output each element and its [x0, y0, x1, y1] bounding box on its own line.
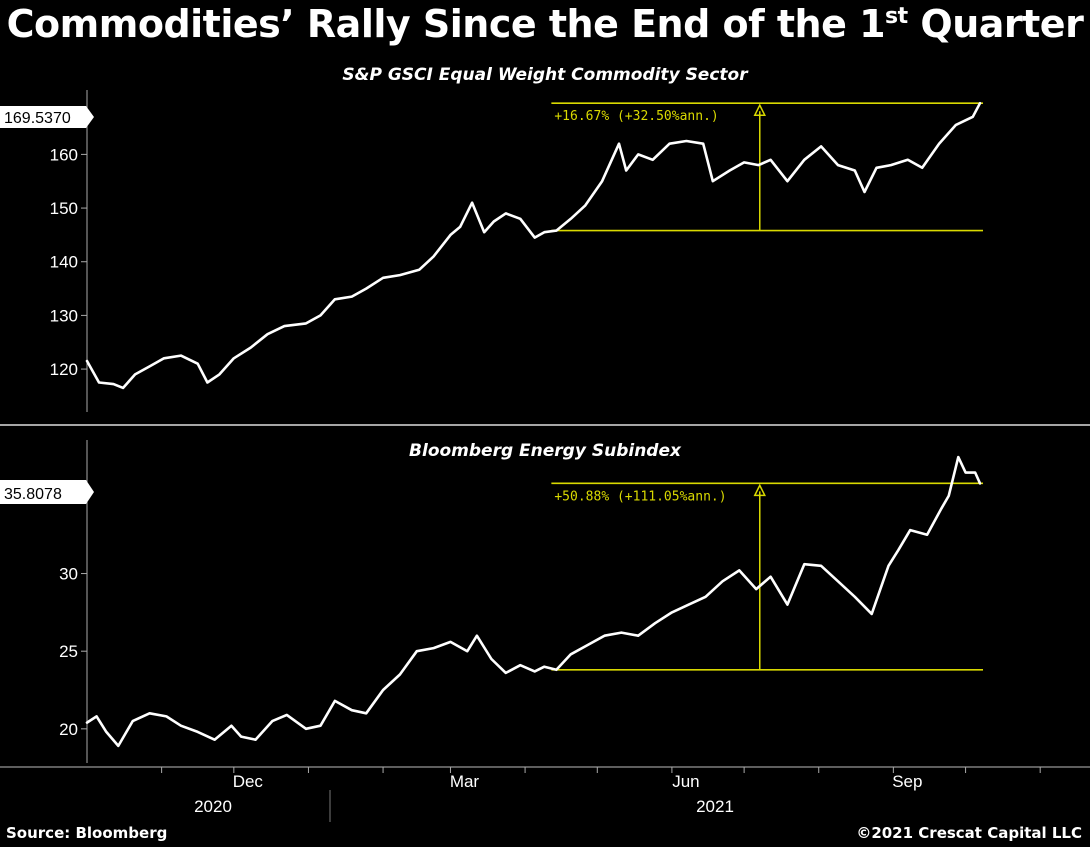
energy-y-tick-label: 30	[59, 565, 78, 584]
gsci-y-tick-label: 150	[50, 199, 78, 218]
gsci-annotation-arrowhead	[753, 103, 766, 116]
gsci-last-value-label: 169.5370	[4, 110, 71, 127]
x-month-label: Sep	[892, 772, 922, 791]
x-month-label: Dec	[233, 772, 264, 791]
energy-last-value-label: 35.8078	[4, 486, 62, 503]
gsci-annotation-label: +16.67% (+32.50%ann.)	[554, 109, 718, 124]
energy-series-line	[85, 455, 982, 748]
gsci-y-tick-label: 140	[50, 253, 78, 272]
gsci-y-tick-label: 120	[50, 360, 78, 379]
gsci-y-tick-label: 130	[50, 306, 78, 325]
x-year-label: 2021	[696, 797, 734, 816]
gsci-last-value-box	[0, 106, 86, 128]
energy-last-value-box	[0, 480, 86, 504]
energy-annotation-arrowhead	[753, 483, 766, 497]
source-note: Source: Bloomberg	[6, 824, 168, 842]
copyright-note: ©2021 Crescat Capital LLC	[856, 824, 1082, 842]
x-month-label: Mar	[450, 772, 480, 791]
x-month-label: Jun	[672, 772, 699, 791]
energy-last-value-pointer	[86, 480, 94, 504]
x-year-label: 2020	[194, 797, 232, 816]
energy-y-tick-label: 25	[59, 642, 78, 661]
page-title: Commodities’ Rally Since the End of the …	[6, 2, 1084, 46]
energy-subtitle: Bloomberg Energy Subindex	[409, 441, 682, 461]
energy-y-tick-label: 20	[59, 720, 78, 739]
gsci-y-tick-label: 160	[50, 145, 78, 164]
gsci-last-value-pointer	[86, 106, 94, 128]
gsci-series-line	[85, 101, 982, 390]
gsci-subtitle: S&P GSCI Equal Weight Commodity Sector	[342, 65, 749, 85]
energy-annotation-label: +50.88% (+111.05%ann.)	[554, 489, 726, 504]
